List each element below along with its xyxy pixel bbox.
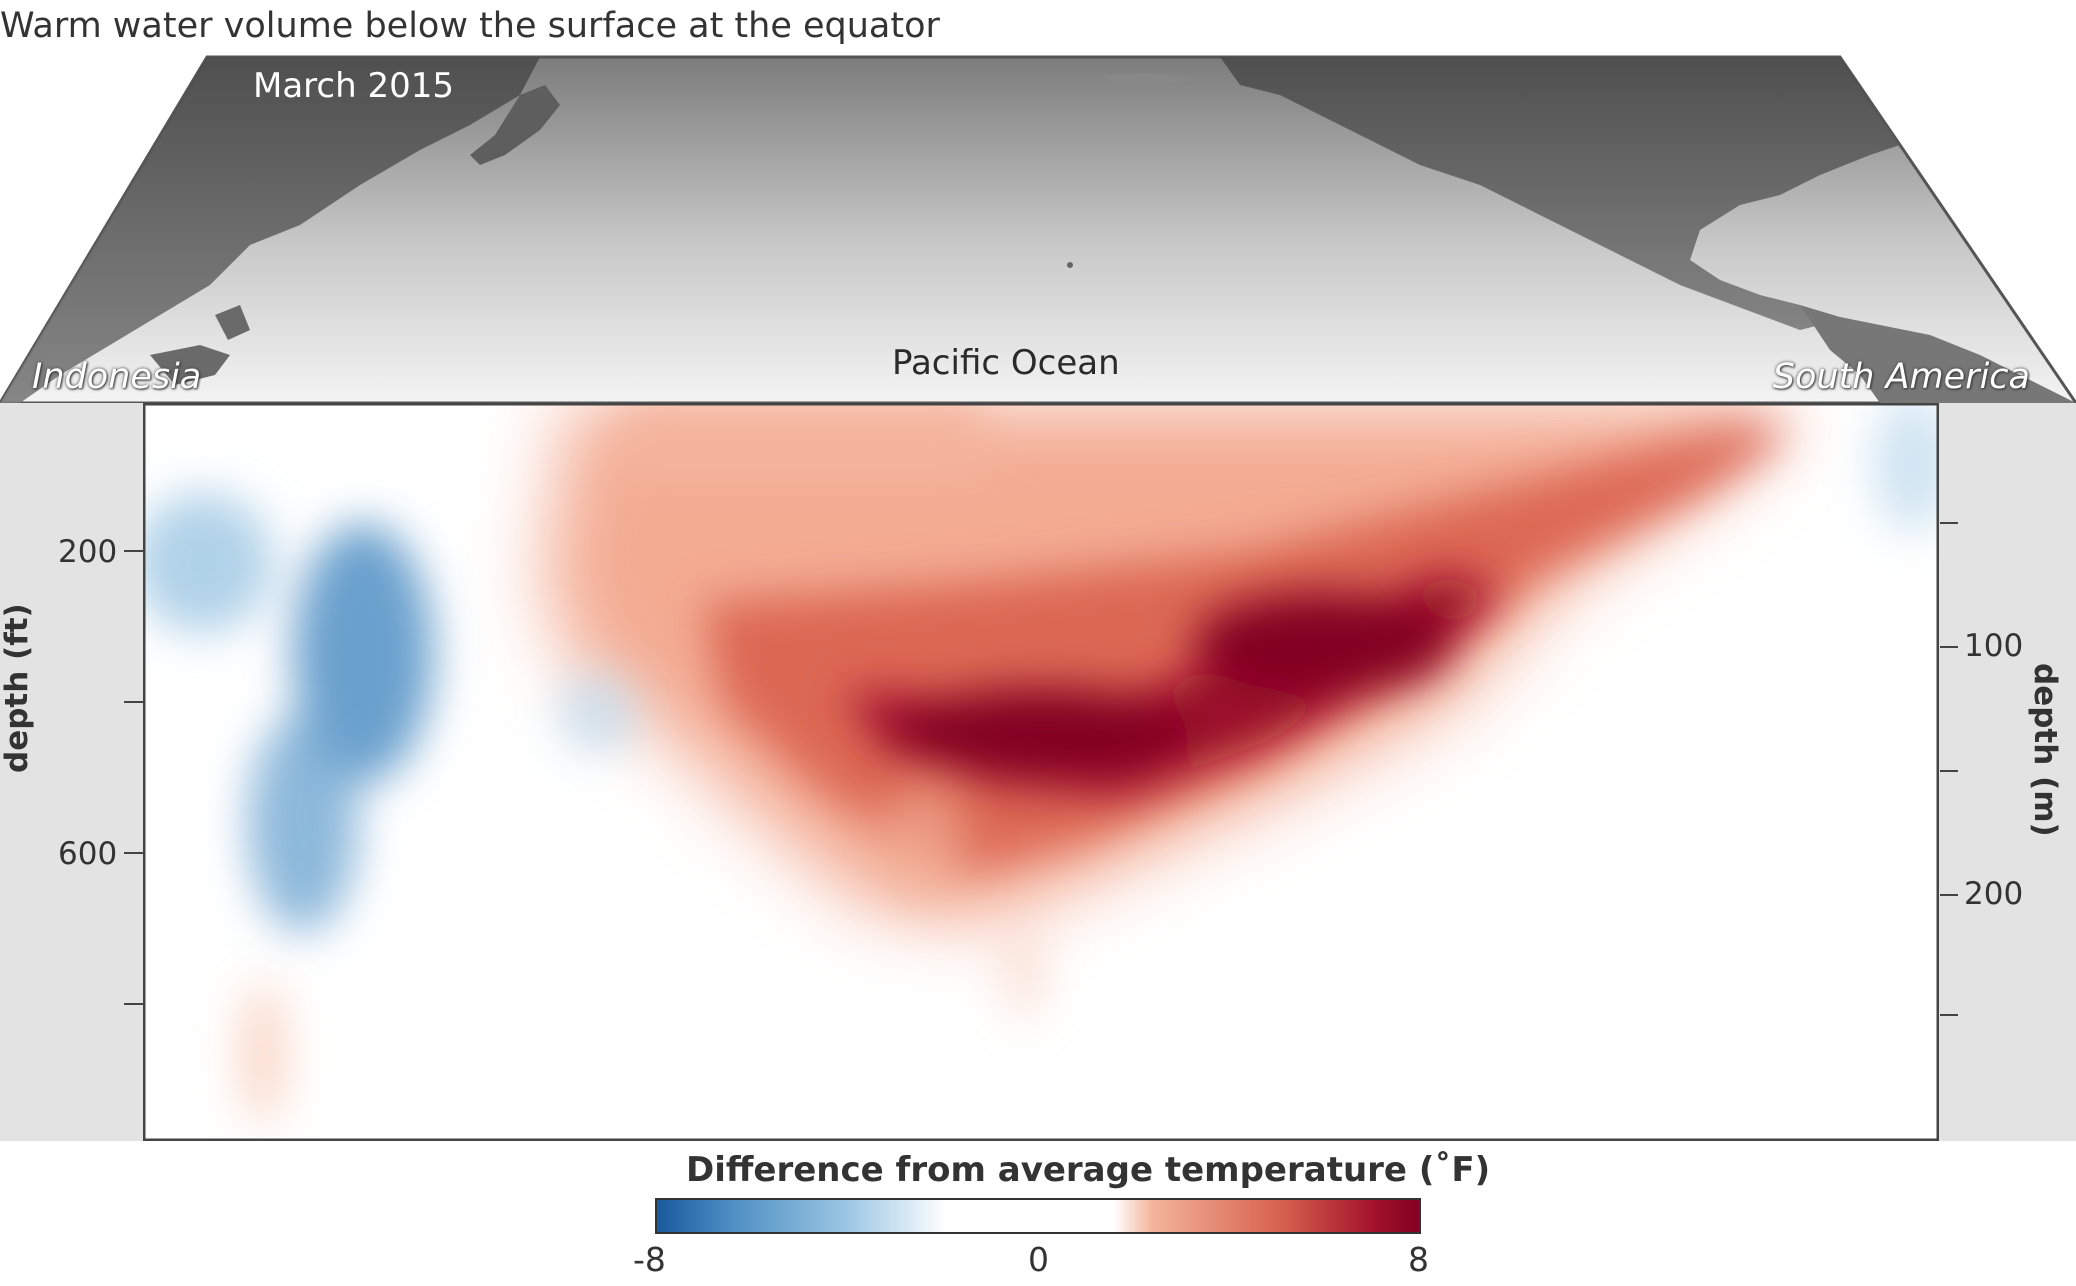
temperature-anomaly-heatmap [143,403,1939,1141]
plot-frame [143,403,1939,1141]
left-tick-label: 200 [58,534,118,570]
left-tick-label: 600 [58,836,118,872]
right-tick [1940,1014,1958,1016]
right-tick-label: 200 [1964,876,2024,912]
japan-islands [470,85,560,165]
left-tick [124,1003,144,1005]
warm-anomaly-surface [623,403,983,483]
asia-landmass [0,57,540,403]
left-tick [124,852,144,854]
left-tick [124,550,144,552]
ocean-label: Pacific Ocean [892,343,1120,383]
south-america-landmass [1800,305,2076,403]
colorbar-mid-label: 0 [1028,1240,1049,1279]
colorbar-max-label: 8 [1408,1240,1429,1279]
colorbar [655,1198,1421,1234]
pacific-map [0,55,2076,405]
cool-anomaly-west [143,403,1939,933]
right-axis-panel [1938,403,2076,1141]
left-axis-panel [0,403,144,1141]
hawaii-islands [1067,262,1073,268]
right-tick [1940,770,1958,772]
warm-anomaly-core [843,573,1503,793]
north-america-landmass [1220,57,1900,330]
right-tick-label: 100 [1964,628,2024,664]
right-tick [1940,894,1958,896]
region-label-south-america: South America [1772,357,2030,397]
colorbar-min-label: -8 [633,1240,666,1279]
left-axis-title: depth (ft) [0,603,35,773]
right-axis-title: depth (m) [2027,663,2063,837]
aleutian-islands [1100,73,1200,87]
page-title: Warm water volume below the surface at t… [0,6,940,46]
indonesia-islands [150,305,250,385]
colorbar-title: Difference from average temperature (˚F) [686,1150,1491,1190]
month-label: March 2015 [253,66,454,106]
right-tick [1940,646,1958,648]
right-tick [1940,522,1958,524]
left-tick [124,701,144,703]
region-label-indonesia: Indonesia [32,357,202,397]
warm-anomaly-deep [241,783,1043,1123]
